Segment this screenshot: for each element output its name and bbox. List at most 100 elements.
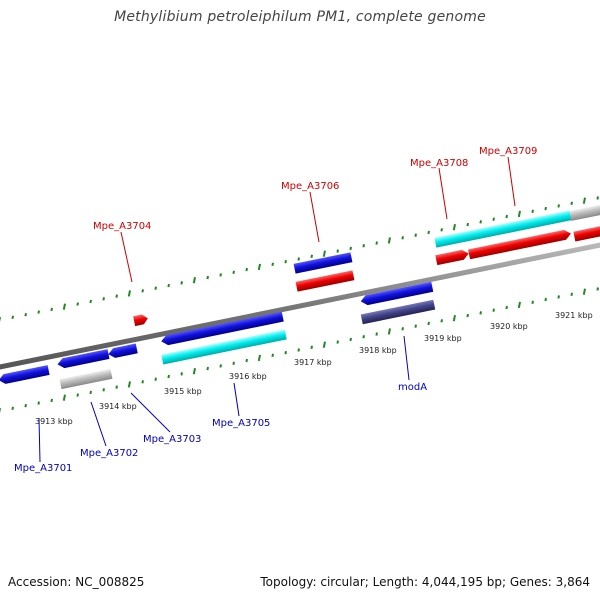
lower-minor-tick [375,332,378,336]
lower-major-tick [387,328,391,335]
upper-minor-tick [245,267,248,272]
feature-red-edge[interactable] [573,224,600,242]
features [0,203,600,390]
accession-text: Accession: NC_008825 [8,575,145,589]
lower-minor-tick [414,324,417,328]
upper-minor-tick [336,249,339,253]
feature-mpe-a3705[interactable] [160,311,284,347]
upper-minor-tick [544,206,547,211]
feature-mpe-a3705-rna[interactable] [161,329,287,365]
upper-minor-tick [375,241,378,245]
upper-minor-tick [24,312,27,317]
gene-label-mpe-a3708[interactable]: Mpe_A3708 [410,158,468,169]
upper-major-tick [517,210,521,218]
upper-minor-tick [427,230,430,235]
gene-label-mpe-a3701[interactable]: Mpe_A3701 [14,463,72,474]
upper-minor-tick [596,196,599,200]
genome-summary-text: Topology: circular; Length: 4,044,195 bp… [260,575,590,589]
lower-major-tick [257,354,261,362]
lower-major-tick [62,394,66,401]
feature-moda-cds[interactable] [360,299,436,325]
upper-major-tick [452,223,456,231]
upper-minor-tick [271,262,274,267]
feature-moda[interactable] [360,281,434,306]
lower-minor-tick [297,348,300,352]
upper-minor-tick [180,281,183,285]
lower-minor-tick [206,366,209,371]
upper-minor-tick [50,307,53,312]
upper-major-tick [62,303,66,310]
lower-minor-tick [531,300,534,304]
upper-major-tick [257,263,261,271]
upper-minor-tick [115,294,118,298]
lower-minor-tick [115,385,118,389]
lower-minor-tick [427,321,430,326]
kbp-label-3917: 3917 kbp [294,358,332,367]
feature-mpe-a3709-rna[interactable] [434,210,572,248]
feature-mpe-a3708[interactable] [435,249,469,266]
lower-minor-tick [76,393,79,397]
upper-minor-tick [219,273,222,277]
upper-major-tick [192,277,196,284]
gene-label-moda[interactable]: modA [398,382,427,393]
upper-major-tick [387,237,391,244]
upper-minor-tick [531,209,534,213]
feature-mpe-a3702-rna[interactable] [59,368,113,390]
lower-minor-tick [349,337,352,342]
gene-label-mpe-a3705[interactable]: Mpe_A3705 [212,418,270,429]
lower-minor-tick [284,350,287,355]
lower-minor-tick [24,403,27,408]
kbp-label-3918: 3918 kbp [359,346,397,355]
lower-minor-tick [37,401,40,405]
upper-minor-tick [310,254,313,259]
upper-minor-tick [401,236,404,240]
feature-mpe-a3703[interactable] [107,343,138,360]
lower-minor-tick [544,297,547,302]
upper-minor-tick [505,214,508,219]
lower-tick-ruler [0,287,599,414]
gene-label-mpe-a3702[interactable]: Mpe_A3702 [80,448,138,459]
upper-minor-tick [76,302,79,306]
lower-minor-tick [479,311,482,315]
lower-major-tick [192,368,196,375]
kbp-label-3914: 3914 kbp [99,402,137,411]
lower-major-tick [452,314,456,322]
map-title: Methylibium petroleiphilum PM1, complete… [114,9,486,25]
upper-major-tick [322,250,326,257]
kbp-label-3921: 3921 kbp [555,311,593,320]
upper-tick-ruler [0,196,599,323]
feature-mpe-a3701[interactable] [0,365,50,385]
lower-minor-tick [11,406,14,411]
feature-mpe-a3706-cds[interactable] [295,270,355,292]
upper-minor-tick [102,297,105,301]
lower-major-tick [582,288,586,295]
kbp-label-3919: 3919 kbp [424,334,462,343]
feature-mpe-a3702[interactable] [57,349,110,369]
lower-minor-tick [310,345,313,350]
label-connectors [38,156,516,463]
genome-backbone [0,242,600,370]
gene-label-mpe-a3706[interactable]: Mpe_A3706 [281,181,339,192]
lower-minor-tick [219,364,222,368]
lower-minor-tick [505,305,508,310]
lower-minor-tick [271,353,274,358]
lower-minor-tick [167,374,170,379]
lower-minor-tick [89,390,92,395]
gene-label-mpe-a3703[interactable]: Mpe_A3703 [143,434,201,445]
lower-minor-tick [180,372,183,376]
feature-mpe-a3706[interactable] [293,252,353,274]
upper-minor-tick [362,244,365,248]
upper-minor-tick [232,270,235,274]
upper-minor-tick [167,283,170,288]
feature-grey-edge[interactable] [569,203,600,221]
upper-minor-tick [141,289,144,293]
feature-mpe-a3704[interactable] [133,314,149,327]
gene-label-mpe-a3709[interactable]: Mpe_A3709 [479,146,537,157]
lower-minor-tick [50,398,53,403]
upper-minor-tick [284,259,287,264]
upper-minor-tick [349,246,352,251]
feature-mpe-a3709[interactable] [468,229,572,260]
gene-label-mpe-a3704[interactable]: Mpe_A3704 [93,221,151,232]
lower-minor-tick [102,388,105,392]
